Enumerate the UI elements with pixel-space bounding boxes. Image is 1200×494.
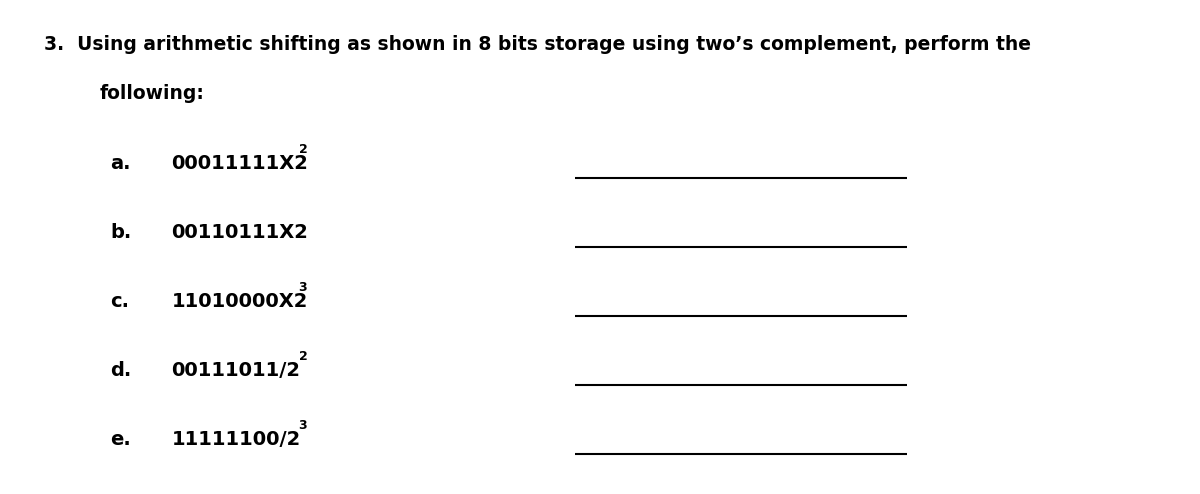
- Text: a.: a.: [110, 154, 131, 172]
- Text: 00110111X2: 00110111X2: [172, 223, 308, 242]
- Text: b.: b.: [110, 223, 132, 242]
- Text: following:: following:: [100, 84, 204, 103]
- Text: 3: 3: [299, 281, 307, 294]
- Text: c.: c.: [110, 292, 130, 311]
- Text: 2: 2: [299, 143, 307, 156]
- Text: 11010000X2: 11010000X2: [172, 292, 307, 311]
- Text: 11111100/2: 11111100/2: [172, 430, 301, 449]
- Text: 00011111X2: 00011111X2: [172, 154, 308, 172]
- Text: 2: 2: [299, 350, 307, 363]
- Text: d.: d.: [110, 361, 132, 380]
- Text: 3.  Using arithmetic shifting as shown in 8 bits storage using two’s complement,: 3. Using arithmetic shifting as shown in…: [44, 35, 1031, 53]
- Text: e.: e.: [110, 430, 131, 449]
- Text: 3: 3: [299, 419, 307, 432]
- Text: 00111011/2: 00111011/2: [172, 361, 300, 380]
